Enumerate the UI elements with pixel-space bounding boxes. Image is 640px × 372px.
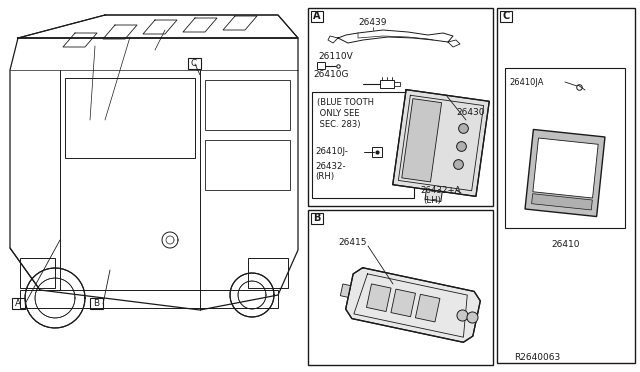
Polygon shape bbox=[25, 268, 85, 328]
Bar bbox=[311, 11, 323, 22]
Bar bbox=[308, 8, 493, 206]
Bar bbox=[394, 82, 400, 86]
Text: SEC. 283): SEC. 283) bbox=[317, 120, 360, 129]
Polygon shape bbox=[391, 289, 415, 317]
Text: 26439: 26439 bbox=[359, 18, 387, 27]
Polygon shape bbox=[402, 99, 442, 182]
Text: A: A bbox=[313, 11, 321, 21]
Bar bbox=[20, 290, 278, 308]
FancyBboxPatch shape bbox=[317, 62, 326, 70]
Polygon shape bbox=[415, 294, 440, 322]
Bar bbox=[248, 258, 288, 288]
Text: 26410: 26410 bbox=[552, 240, 580, 249]
Bar bbox=[505, 68, 625, 228]
Bar bbox=[188, 58, 201, 69]
Bar bbox=[20, 258, 55, 288]
Text: (RH): (RH) bbox=[315, 172, 334, 181]
Bar bbox=[12, 298, 25, 309]
Text: A: A bbox=[15, 299, 21, 308]
Bar bbox=[500, 11, 512, 22]
Text: 26432-: 26432- bbox=[315, 162, 346, 171]
Bar bbox=[312, 92, 414, 198]
Polygon shape bbox=[393, 90, 489, 196]
Text: 26415: 26415 bbox=[338, 238, 367, 247]
Bar bbox=[90, 298, 103, 309]
Text: 26410G: 26410G bbox=[313, 70, 349, 79]
Text: 26410J-: 26410J- bbox=[315, 147, 348, 156]
Text: ONLY SEE: ONLY SEE bbox=[317, 109, 360, 118]
Text: (LH): (LH) bbox=[423, 196, 441, 205]
Bar bbox=[497, 8, 635, 363]
Text: C: C bbox=[502, 11, 509, 21]
Bar bbox=[308, 210, 493, 365]
Bar bbox=[205, 80, 290, 130]
Bar bbox=[311, 213, 323, 224]
Text: R2640063: R2640063 bbox=[514, 353, 560, 362]
Polygon shape bbox=[532, 194, 593, 210]
Bar bbox=[372, 147, 382, 157]
Polygon shape bbox=[18, 15, 298, 38]
Polygon shape bbox=[340, 284, 351, 297]
Text: 26410JA: 26410JA bbox=[509, 78, 543, 87]
Text: 26432+A: 26432+A bbox=[420, 186, 461, 195]
Polygon shape bbox=[346, 268, 481, 342]
Bar bbox=[380, 80, 394, 88]
Polygon shape bbox=[533, 138, 598, 198]
Polygon shape bbox=[525, 129, 605, 217]
Text: (BLUE TOOTH: (BLUE TOOTH bbox=[317, 98, 374, 107]
Text: B: B bbox=[93, 299, 99, 308]
Polygon shape bbox=[425, 189, 442, 202]
Polygon shape bbox=[367, 284, 391, 311]
Text: 26430: 26430 bbox=[456, 108, 484, 117]
Text: C: C bbox=[191, 59, 197, 68]
Text: 26110V: 26110V bbox=[318, 52, 353, 61]
Bar bbox=[65, 78, 195, 158]
Text: B: B bbox=[314, 213, 321, 223]
Bar bbox=[205, 140, 290, 190]
Polygon shape bbox=[230, 273, 274, 317]
